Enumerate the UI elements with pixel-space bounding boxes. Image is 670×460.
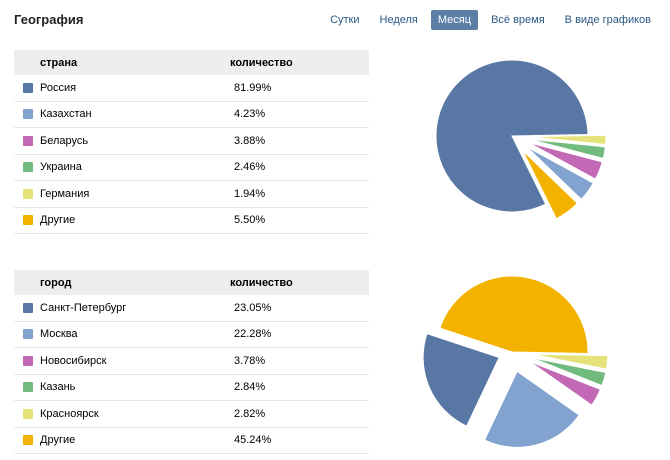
- row-label: Германия: [40, 187, 90, 200]
- country-row: Беларусь 3.88%: [14, 128, 369, 155]
- legend-swatch: [23, 135, 33, 146]
- row-value: 2.82%: [234, 407, 266, 420]
- tab-day[interactable]: Сутки: [330, 14, 360, 26]
- row-label: Другие: [40, 214, 76, 227]
- legend-swatch: [23, 302, 33, 313]
- countries-table: страна количество Россия 81.99% Казахстан 4…: [14, 50, 369, 234]
- row-label: Красноярск: [40, 407, 99, 420]
- legend-swatch: [23, 215, 33, 226]
- page-title: География: [14, 12, 84, 27]
- tab-as-graphs[interactable]: В виде графиков: [564, 14, 651, 26]
- row-label: Россия: [40, 81, 77, 94]
- city-row: Другие 45.24%: [14, 428, 369, 454]
- pie-slice-Германия[interactable]: [529, 134, 607, 146]
- legend-swatch: [23, 82, 33, 93]
- row-value: 45.24%: [234, 434, 272, 447]
- tab-all-time[interactable]: Всё время: [491, 14, 545, 26]
- pie-slice-Казань[interactable]: [531, 357, 607, 387]
- row-label: Санкт-Петербург: [40, 301, 127, 314]
- cities-pie-chart: [422, 275, 609, 448]
- pie-slice-Москва[interactable]: [483, 370, 580, 448]
- row-label: Украина: [40, 161, 82, 174]
- city-row: Казань 2.84%: [14, 375, 369, 401]
- row-value: 22.28%: [234, 328, 272, 341]
- period-tabs: Сутки Неделя Месяц Всё время В виде граф…: [323, 10, 658, 30]
- column-header-city[interactable]: город: [40, 276, 72, 289]
- countries-pie-chart: [435, 59, 607, 220]
- row-label: Казахстан: [40, 108, 92, 121]
- pie-slice-Новосибирск[interactable]: [529, 361, 601, 406]
- row-value: 3.78%: [234, 354, 266, 367]
- pie-slice-Беларусь[interactable]: [528, 142, 603, 180]
- country-row: Украина 2.46%: [14, 155, 369, 181]
- legend-swatch: [23, 162, 33, 173]
- row-label: Москва: [40, 328, 78, 341]
- pie-slice-Красноярск[interactable]: [531, 353, 609, 370]
- legend-swatch: [23, 355, 33, 366]
- column-header-count[interactable]: количество: [230, 276, 293, 289]
- header: География Сутки Неделя Месяц Всё время В…: [0, 0, 670, 40]
- legend-swatch: [23, 109, 33, 120]
- legend-swatch: [23, 188, 33, 199]
- row-value: 2.84%: [234, 381, 266, 394]
- row-value: 2.46%: [234, 161, 266, 174]
- column-header-country[interactable]: страна: [40, 56, 78, 69]
- pie-slice-Санкт-Петербург[interactable]: [422, 333, 500, 427]
- country-row: Другие 5.50%: [14, 208, 369, 234]
- city-row: Новосибирск 3.78%: [14, 348, 369, 375]
- pie-slice-Украина[interactable]: [529, 138, 606, 160]
- row-value: 4.23%: [234, 108, 266, 121]
- city-row: Красноярск 2.82%: [14, 401, 369, 428]
- row-label: Казань: [40, 381, 76, 394]
- column-header-count[interactable]: количество: [230, 56, 293, 69]
- row-label: Другие: [40, 434, 76, 447]
- row-label: Беларусь: [40, 134, 89, 147]
- country-row: Казахстан 4.23%: [14, 102, 369, 128]
- cities-table-header: город количество: [14, 270, 369, 295]
- city-row: Санкт-Петербург 23.05%: [14, 295, 369, 322]
- tab-month[interactable]: Месяц: [430, 10, 479, 30]
- row-value: 1.94%: [234, 187, 266, 200]
- tab-week[interactable]: Неделя: [379, 14, 418, 26]
- pie-slice-Казахстан[interactable]: [526, 146, 594, 201]
- pie-slice-Россия[interactable]: [435, 59, 589, 213]
- legend-swatch: [23, 329, 33, 340]
- country-row: Россия 81.99%: [14, 75, 369, 102]
- pie-slice-Другие[interactable]: [439, 275, 589, 355]
- cities-table: город количество Санкт-Петербург 23.05% Мо…: [14, 270, 369, 454]
- countries-table-header: страна количество: [14, 50, 369, 75]
- row-value: 5.50%: [234, 214, 266, 227]
- row-value: 81.99%: [234, 81, 272, 94]
- pie-slice-Другие[interactable]: [522, 150, 579, 220]
- row-value: 23.05%: [234, 301, 272, 314]
- country-row: Германия 1.94%: [14, 181, 369, 208]
- city-row: Москва 22.28%: [14, 322, 369, 348]
- legend-swatch: [23, 435, 33, 446]
- legend-swatch: [23, 408, 33, 419]
- row-value: 3.88%: [234, 134, 266, 147]
- legend-swatch: [23, 382, 33, 393]
- row-label: Новосибирск: [40, 354, 107, 367]
